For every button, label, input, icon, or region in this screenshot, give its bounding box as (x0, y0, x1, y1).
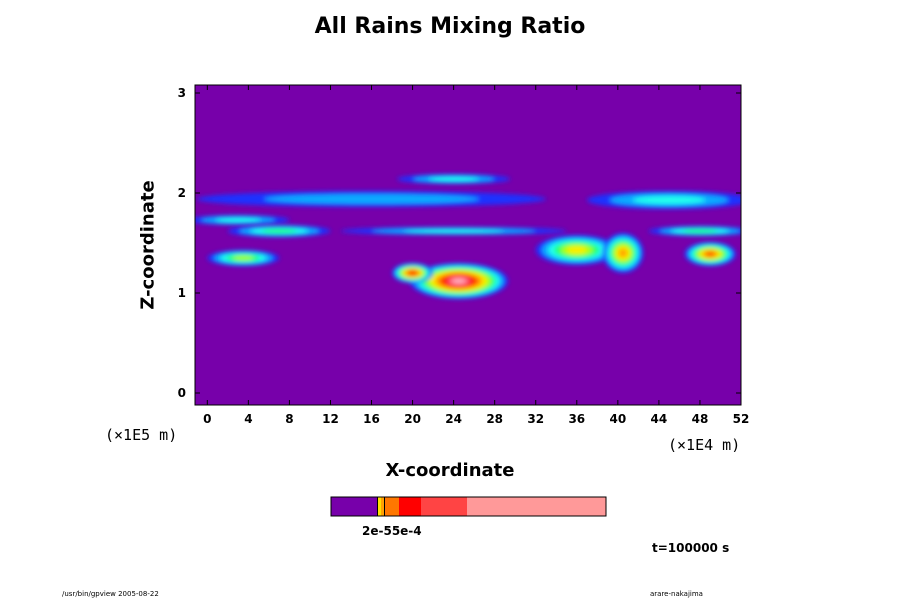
blob-1-2-6 (566, 246, 587, 254)
blob-0-3-3 (215, 217, 261, 223)
colorbar-segment-4 (384, 497, 385, 516)
colorbar-segment-0 (331, 497, 377, 516)
x-tick-label: 52 (733, 412, 750, 426)
x-tick-label: 20 (404, 412, 421, 426)
y-axis: 0 1 2 3 (178, 86, 741, 400)
time-label: t=100000 s (652, 541, 730, 555)
blob-2-1-9 (409, 271, 416, 275)
colorbar-segment-2 (378, 497, 381, 516)
x-tick-label: 12 (322, 412, 339, 426)
colorbar-label: 2e-55e-4 (362, 524, 422, 538)
x-axis: 0 4 8 12 16 20 24 28 32 36 40 44 48 52 (203, 85, 749, 426)
colorbar-frame (330, 496, 607, 517)
x-tick-label: 44 (651, 412, 668, 426)
blob-1-5-4 (682, 229, 718, 233)
y-unit-label: (×1E5 m) (105, 426, 178, 444)
x-unit-label: (×1E4 m) (668, 436, 741, 454)
colorbar-segment-1 (377, 497, 378, 516)
blob-1-0-5 (232, 255, 254, 261)
x-tick-label: 40 (609, 412, 626, 426)
y-tick-label: 1 (178, 286, 186, 300)
footer-left: /usr/bin/gpview 2005-08-22 (62, 590, 159, 598)
feature-2 (392, 263, 509, 299)
colorbar-segment-8 (467, 497, 606, 516)
y-axis-label: Z-coordinate (137, 180, 159, 310)
y-tick-label: 2 (178, 186, 186, 200)
blob-1-1-4 (261, 228, 298, 234)
x-tick-label: 32 (527, 412, 544, 426)
blob-1-3-7 (618, 248, 628, 258)
x-tick-label: 36 (568, 412, 585, 426)
x-tick-label: 4 (244, 412, 252, 426)
colorbar-segment-7 (421, 497, 467, 516)
x-axis-label: X-coordinate (385, 460, 515, 481)
feature-1 (207, 225, 741, 273)
plot-area (195, 85, 741, 405)
blob-1-6-3 (403, 229, 504, 233)
chart-title: All Rains Mixing Ratio (314, 14, 586, 39)
x-tick-label: 8 (285, 412, 293, 426)
x-tick-label: 24 (445, 412, 462, 426)
feature-0 (195, 174, 741, 225)
blob-0-0-2 (264, 194, 479, 204)
blob-1-4-8 (705, 251, 715, 257)
colorbar (330, 496, 607, 517)
x-tick-label: 16 (363, 412, 380, 426)
colorbar-segment-5 (385, 497, 399, 516)
blob-2-0-11 (451, 278, 466, 284)
x-tick-label: 48 (692, 412, 709, 426)
y-tick-label: 0 (178, 386, 186, 400)
blob-0-1-3 (632, 196, 706, 204)
x-tick-label: 0 (203, 412, 211, 426)
plot-frame (194, 84, 742, 406)
y-tick-label: 3 (178, 86, 186, 100)
blob-0-2-3 (428, 176, 479, 182)
colorbar-segment-6 (399, 497, 421, 516)
colorbar-segment-3 (381, 497, 384, 516)
footer-right: arare-nakajima (650, 590, 703, 598)
x-tick-label: 28 (486, 412, 503, 426)
